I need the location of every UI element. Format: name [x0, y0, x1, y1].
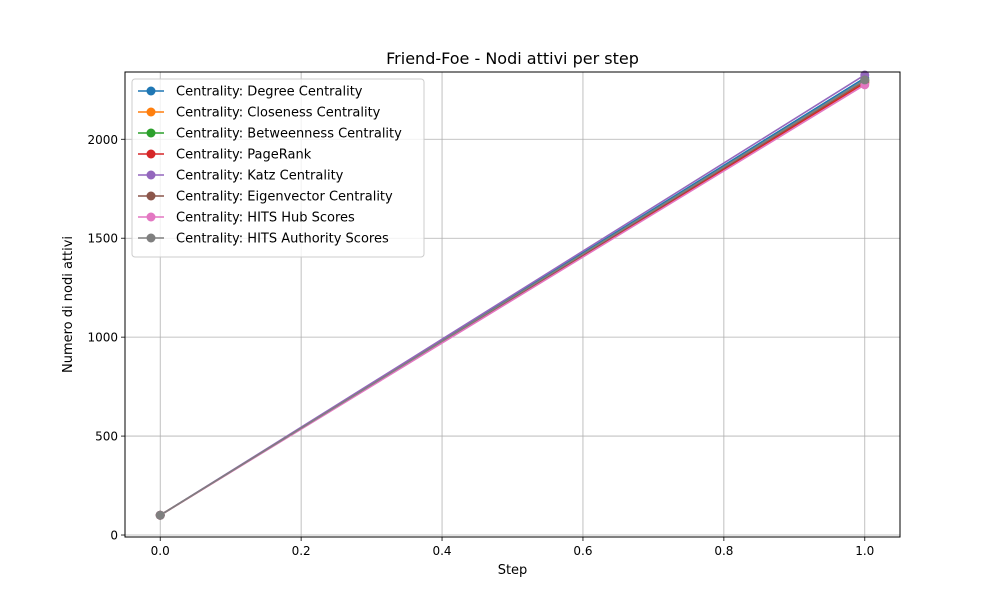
- legend-label: Centrality: Eigenvector Centrality: [176, 190, 393, 205]
- data-point: [860, 75, 870, 85]
- y-tick-label: 1000: [87, 331, 118, 345]
- legend-label: Centrality: Closeness Centrality: [176, 106, 381, 121]
- x-tick-label: 0.2: [292, 544, 311, 558]
- legend-label: Centrality: HITS Hub Scores: [176, 211, 355, 226]
- x-tick-label: 0.8: [714, 544, 733, 558]
- legend-label: Centrality: HITS Authority Scores: [176, 232, 389, 247]
- x-axis-label: Step: [498, 563, 528, 578]
- y-tick-label: 1500: [87, 232, 118, 246]
- axis-ticks: 0.0 0.2 0.4 0.6 0.8 1.0 0 500 1000 1500 2000: [87, 133, 874, 558]
- legend-swatch-marker: [146, 128, 156, 138]
- y-tick-label: 0: [110, 529, 118, 543]
- legend-label: Centrality: Katz Centrality: [176, 169, 344, 184]
- y-tick-label: 500: [95, 430, 118, 444]
- legend-swatch-marker: [146, 170, 156, 180]
- x-tick-label: 0.6: [573, 544, 592, 558]
- data-point: [155, 510, 165, 520]
- legend-swatch-marker: [146, 212, 156, 222]
- y-tick-label: 2000: [87, 133, 118, 147]
- series-line: [159, 79, 866, 516]
- legend-label: Centrality: Betweenness Centrality: [176, 127, 402, 142]
- legend-box: [131, 78, 425, 258]
- legend-swatch-marker: [146, 191, 156, 201]
- x-tick-label: 0.0: [151, 544, 170, 558]
- x-tick-label: 0.4: [432, 544, 451, 558]
- legend-swatch-marker: [146, 233, 156, 243]
- legend-label: Centrality: Degree Centrality: [176, 85, 363, 100]
- y-axis-label: Numero di nodi attivi: [61, 236, 76, 373]
- legend-label: Centrality: PageRank: [176, 148, 312, 163]
- legend-swatch-marker: [146, 149, 156, 159]
- series-layer: [155, 70, 870, 520]
- x-tick-label: 1.0: [855, 544, 874, 558]
- chart-title: Friend-Foe - Nodi attivi per step: [386, 49, 639, 68]
- legend: Centrality: Degree Centrality Centrality:…: [131, 78, 425, 258]
- plot-area-frame: [124, 71, 901, 538]
- legend-swatch-marker: [146, 107, 156, 117]
- legend-swatch-marker: [146, 86, 156, 96]
